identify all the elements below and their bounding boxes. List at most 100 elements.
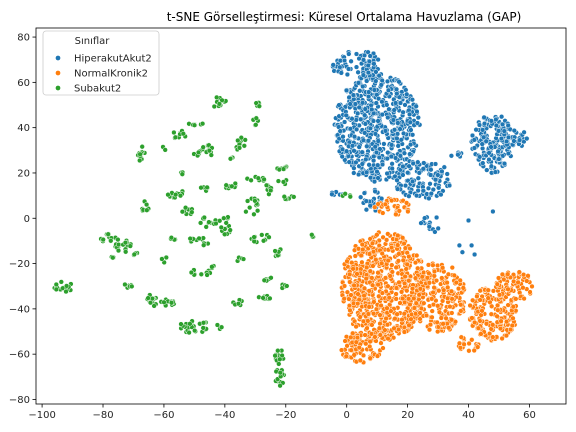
point-hiperakutakut2 bbox=[345, 66, 352, 72]
point-hiperakutakut2 bbox=[379, 77, 385, 84]
point-subakut2 bbox=[235, 301, 242, 307]
point-normalkronik2 bbox=[436, 309, 443, 315]
point-subakut2 bbox=[236, 145, 243, 151]
point-normalkronik2 bbox=[427, 321, 434, 328]
point-hiperakutakut2 bbox=[363, 207, 370, 213]
point-subakut2 bbox=[201, 242, 207, 248]
point-normalkronik2 bbox=[467, 302, 473, 309]
point-hiperakutakut2 bbox=[372, 131, 379, 137]
point-subakut2 bbox=[214, 322, 221, 328]
point-subakut2 bbox=[145, 295, 151, 301]
x-tick-label: −80 bbox=[92, 410, 113, 421]
point-subakut2 bbox=[180, 131, 186, 137]
point-hiperakutakut2 bbox=[337, 128, 343, 134]
point-normalkronik2 bbox=[402, 273, 408, 280]
point-hiperakutakut2 bbox=[486, 156, 492, 163]
x-tick-label: −20 bbox=[275, 410, 296, 421]
point-hiperakutakut2 bbox=[480, 160, 486, 166]
point-hiperakutakut2 bbox=[378, 82, 384, 88]
point-subakut2 bbox=[223, 220, 229, 226]
point-normalkronik2 bbox=[376, 293, 382, 299]
point-normalkronik2 bbox=[351, 282, 357, 289]
point-normalkronik2 bbox=[499, 271, 506, 278]
point-subakut2 bbox=[261, 277, 267, 283]
point-hiperakutakut2 bbox=[343, 87, 350, 94]
point-subakut2 bbox=[272, 248, 278, 254]
point-hiperakutakut2 bbox=[421, 160, 427, 166]
point-subakut2 bbox=[129, 283, 135, 290]
point-subakut2 bbox=[268, 187, 274, 194]
point-normalkronik2 bbox=[489, 303, 495, 309]
point-hiperakutakut2 bbox=[352, 101, 359, 107]
point-normalkronik2 bbox=[430, 262, 436, 268]
point-hiperakutakut2 bbox=[407, 151, 413, 157]
point-normalkronik2 bbox=[469, 337, 475, 343]
point-subakut2 bbox=[108, 238, 114, 244]
point-hiperakutakut2 bbox=[367, 125, 374, 132]
point-subakut2 bbox=[347, 194, 353, 200]
point-hiperakutakut2 bbox=[396, 94, 402, 100]
point-hiperakutakut2 bbox=[418, 220, 424, 226]
point-normalkronik2 bbox=[361, 292, 367, 299]
point-normalkronik2 bbox=[458, 308, 464, 314]
point-subakut2 bbox=[216, 101, 223, 107]
point-subakut2 bbox=[100, 236, 106, 243]
point-hiperakutakut2 bbox=[459, 249, 466, 255]
point-normalkronik2 bbox=[499, 335, 505, 342]
point-normalkronik2 bbox=[367, 268, 373, 274]
point-hiperakutakut2 bbox=[492, 169, 499, 175]
point-subakut2 bbox=[163, 254, 169, 261]
point-hiperakutakut2 bbox=[465, 217, 472, 224]
point-normalkronik2 bbox=[393, 211, 399, 218]
point-hiperakutakut2 bbox=[379, 161, 386, 168]
point-subakut2 bbox=[255, 175, 261, 181]
point-normalkronik2 bbox=[438, 281, 444, 287]
point-hiperakutakut2 bbox=[375, 56, 381, 63]
point-hiperakutakut2 bbox=[438, 191, 444, 198]
point-hiperakutakut2 bbox=[391, 107, 397, 113]
point-hiperakutakut2 bbox=[359, 149, 365, 155]
point-subakut2 bbox=[263, 182, 270, 188]
point-subakut2 bbox=[203, 224, 209, 230]
point-normalkronik2 bbox=[429, 314, 435, 320]
point-hiperakutakut2 bbox=[432, 229, 438, 235]
point-hiperakutakut2 bbox=[448, 153, 455, 159]
point-normalkronik2 bbox=[444, 295, 451, 301]
point-subakut2 bbox=[201, 214, 207, 221]
point-hiperakutakut2 bbox=[516, 137, 523, 143]
point-hiperakutakut2 bbox=[384, 155, 390, 162]
point-subakut2 bbox=[241, 143, 247, 149]
point-normalkronik2 bbox=[394, 311, 400, 317]
point-subakut2 bbox=[115, 236, 121, 243]
point-normalkronik2 bbox=[430, 289, 436, 296]
point-hiperakutakut2 bbox=[436, 185, 442, 191]
point-normalkronik2 bbox=[364, 264, 370, 271]
point-subakut2 bbox=[232, 180, 238, 187]
point-normalkronik2 bbox=[495, 275, 502, 281]
point-hiperakutakut2 bbox=[375, 96, 382, 102]
point-subakut2 bbox=[277, 383, 283, 389]
point-hiperakutakut2 bbox=[420, 188, 426, 194]
point-normalkronik2 bbox=[451, 272, 457, 279]
point-normalkronik2 bbox=[488, 311, 494, 317]
point-normalkronik2 bbox=[417, 310, 423, 316]
point-hiperakutakut2 bbox=[384, 78, 391, 85]
x-tick-label: 20 bbox=[401, 410, 414, 421]
point-normalkronik2 bbox=[490, 322, 496, 328]
point-hiperakutakut2 bbox=[369, 106, 375, 113]
point-normalkronik2 bbox=[455, 285, 462, 292]
legend-marker bbox=[55, 85, 61, 91]
point-normalkronik2 bbox=[529, 283, 535, 290]
point-subakut2 bbox=[196, 235, 202, 242]
point-normalkronik2 bbox=[443, 315, 449, 321]
point-normalkronik2 bbox=[406, 278, 412, 284]
point-normalkronik2 bbox=[424, 275, 431, 281]
point-normalkronik2 bbox=[367, 343, 373, 350]
point-hiperakutakut2 bbox=[426, 195, 432, 202]
point-hiperakutakut2 bbox=[375, 138, 381, 144]
point-subakut2 bbox=[272, 353, 278, 359]
point-subakut2 bbox=[260, 238, 267, 244]
legend-box bbox=[42, 30, 160, 96]
point-subakut2 bbox=[235, 137, 241, 144]
point-normalkronik2 bbox=[393, 291, 399, 297]
